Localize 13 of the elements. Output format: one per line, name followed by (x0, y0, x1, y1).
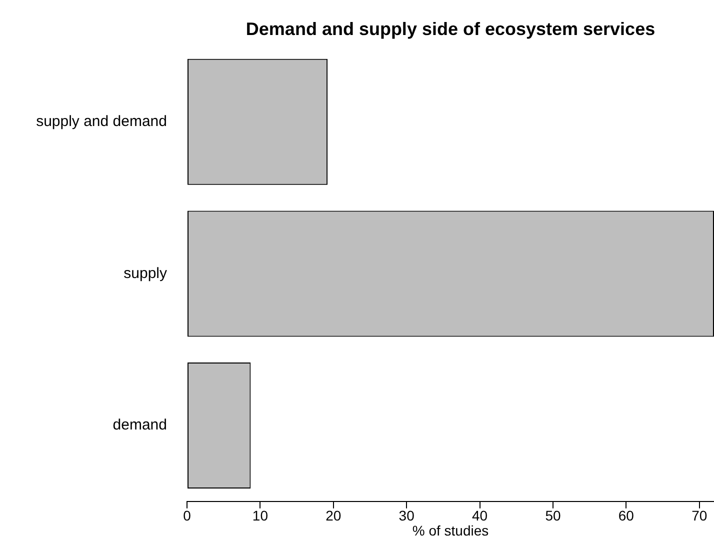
y-tick-label: supply and demand (36, 113, 167, 130)
x-tick-label: 40 (472, 508, 488, 524)
x-tick-label: 30 (398, 508, 415, 524)
x-tick-label: 70 (692, 508, 708, 524)
x-tick-label: 20 (326, 508, 342, 524)
x-tick-label: 50 (545, 508, 561, 524)
x-axis-title: % of studies (412, 522, 489, 538)
x-tick-label: 60 (618, 508, 634, 524)
y-tick-label: supply (124, 264, 168, 282)
x-tick-label: 0 (183, 508, 192, 524)
x-tick-label: 10 (252, 508, 268, 524)
y-tick-label: demand (112, 416, 167, 434)
chart-title: Demand and supply side of ecosystem services (246, 18, 656, 39)
